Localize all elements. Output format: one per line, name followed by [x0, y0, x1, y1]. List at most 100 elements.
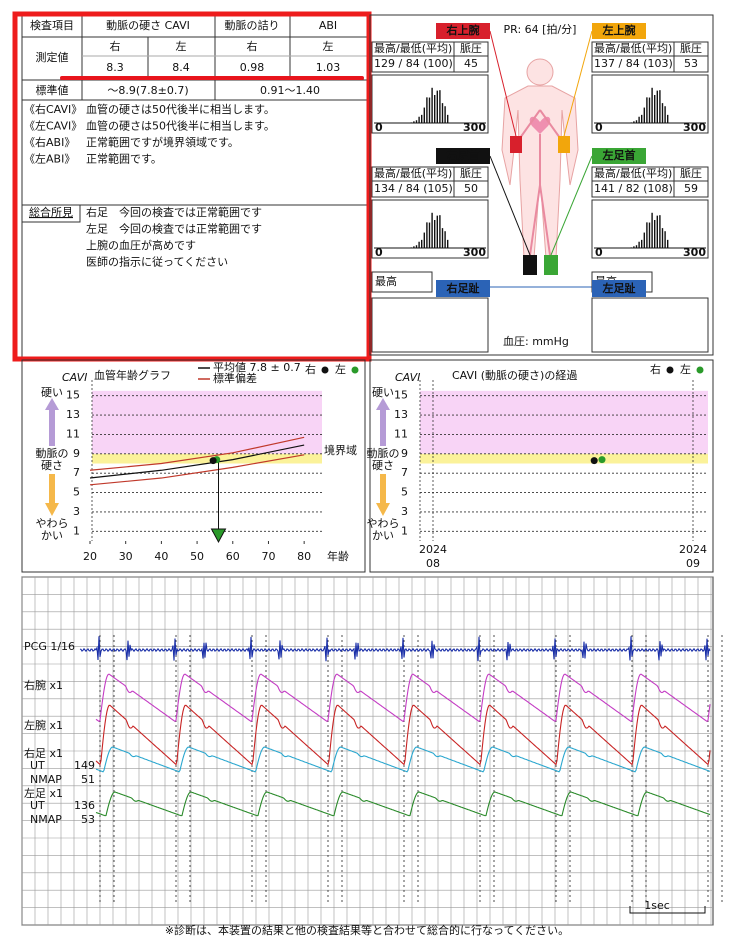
- channel-label: 右足 x1: [24, 746, 63, 760]
- legend-marker: [351, 366, 359, 374]
- vascular-age-marker: [210, 528, 227, 544]
- histogram-bar: [664, 106, 666, 123]
- histogram-bar: [641, 239, 643, 248]
- histogram-bar: [447, 114, 449, 123]
- summary-line: 医師の指示に従ってください: [86, 255, 228, 269]
- row-label: 標準値: [36, 83, 69, 97]
- legend-marker: [666, 366, 674, 374]
- table-header: 検査項目: [30, 18, 74, 32]
- nmap-label: NMAP: [30, 773, 62, 786]
- patient-point: [209, 457, 217, 465]
- y-tick-label: 3: [401, 505, 408, 518]
- histogram-bar: [418, 241, 420, 248]
- toe-box: [371, 297, 489, 353]
- histogram-bar: [641, 114, 643, 123]
- site-pressure: 137 / 84 (103): [594, 57, 673, 70]
- zone-band: [92, 453, 322, 464]
- histogram-bar: [654, 220, 656, 248]
- site-pressure: 129 / 84 (100): [374, 57, 453, 70]
- site-label: 左足首: [602, 148, 636, 162]
- y-side-label: 動脈の: [367, 446, 400, 460]
- site-column: 脈圧: [680, 41, 702, 55]
- y-side-arrow: [376, 474, 390, 516]
- histogram-bar: [648, 97, 651, 123]
- site-column: 最高/最低(平均): [594, 41, 672, 55]
- histogram-bar: [421, 239, 423, 248]
- zone-band: [420, 453, 708, 464]
- cuff: [544, 255, 558, 275]
- legend-label: 標準偏差: [213, 371, 257, 385]
- x-tick-label: 20: [83, 550, 97, 563]
- histogram-bar: [659, 215, 661, 248]
- toe-label: 左足趾: [602, 281, 636, 295]
- lead: [489, 155, 531, 256]
- histogram-bar: [633, 121, 635, 123]
- site-pulse-pressure: 50: [464, 182, 478, 195]
- x-tick-label: 60: [226, 550, 240, 563]
- channel-label: PCG 1/16: [24, 640, 75, 653]
- x-tick-label: 30: [119, 550, 133, 563]
- cuff: [510, 136, 522, 153]
- nmap-label: NMAP: [30, 813, 62, 826]
- histogram-bar: [431, 212, 433, 248]
- histogram-bar: [421, 114, 423, 123]
- chart-panel: [21, 359, 366, 573]
- waveform: [95, 704, 711, 766]
- y-side-label: やわら: [36, 517, 69, 530]
- y-tick-label: 5: [401, 486, 408, 499]
- result-panel: [21, 14, 368, 358]
- y-tick-label: 3: [73, 505, 80, 518]
- y-tick-label: 1: [73, 524, 80, 537]
- histogram-bar: [434, 95, 436, 123]
- y-side-arrow: [45, 474, 59, 516]
- waveform: [95, 673, 711, 723]
- y-tick-label: 11: [394, 427, 408, 440]
- comment-text: 血管の硬さは50代後半に相当します。: [86, 119, 275, 133]
- histogram-bar: [439, 215, 441, 248]
- chart-title: CAVI (動脈の硬さ)の経過: [452, 368, 577, 382]
- x-tick-label: 70: [261, 550, 275, 563]
- histogram-axis-label: 0: [595, 121, 603, 134]
- x-tick-label: 80: [297, 550, 311, 563]
- x-axis-label: 年齢: [327, 549, 349, 563]
- histogram-bar: [648, 222, 651, 248]
- toe-max-box: [371, 271, 433, 293]
- toe-label-box: [592, 280, 646, 297]
- site-column: 最高/最低(平均): [374, 166, 452, 180]
- waveform: [95, 791, 711, 817]
- side-label: 右: [247, 39, 258, 53]
- x-tick-label: 50: [190, 550, 204, 563]
- measured-value: 8.4: [172, 61, 190, 74]
- histogram-bar: [664, 231, 666, 248]
- histogram-bar: [635, 245, 638, 248]
- histogram-bar: [651, 87, 653, 123]
- scale-label: 1sec: [644, 899, 670, 912]
- table-header: 動脈の硬さ CAVI: [106, 18, 190, 32]
- chart-title: 血管年齢グラフ: [94, 368, 171, 382]
- comment-label: 《左ABI》: [24, 153, 75, 166]
- body-head: [526, 58, 554, 86]
- histogram-bar: [413, 246, 415, 248]
- chart-label: CAVI: [62, 371, 87, 384]
- x-tick-label: 2024: [679, 543, 707, 556]
- ut-value: 149: [74, 759, 95, 772]
- histogram-bar: [667, 114, 669, 123]
- comment-label: 《右ABI》: [24, 135, 75, 149]
- y-side-label: 動脈の: [36, 446, 69, 460]
- nmap-value: 53: [81, 813, 95, 826]
- chart-label: CAVI: [395, 371, 420, 384]
- histogram-bar: [415, 120, 418, 123]
- summary-line: 右足 今回の検査では正常範囲です: [86, 205, 262, 219]
- pulse-rate: PR: 64 [拍/分]: [504, 22, 577, 36]
- site-pressure: 134 / 84 (105): [374, 182, 453, 195]
- y-side-label: かい: [41, 529, 63, 542]
- ut-label: UT: [30, 759, 45, 772]
- toe-label: 右足趾: [446, 281, 480, 295]
- histogram-bar: [410, 122, 412, 123]
- pressure-unit: 血圧: mmHg: [503, 334, 569, 348]
- y-tick-label: 9: [73, 447, 80, 460]
- histogram-bar: [643, 232, 645, 248]
- cuff: [523, 255, 537, 275]
- site-pressure: 141 / 82 (108): [594, 182, 673, 195]
